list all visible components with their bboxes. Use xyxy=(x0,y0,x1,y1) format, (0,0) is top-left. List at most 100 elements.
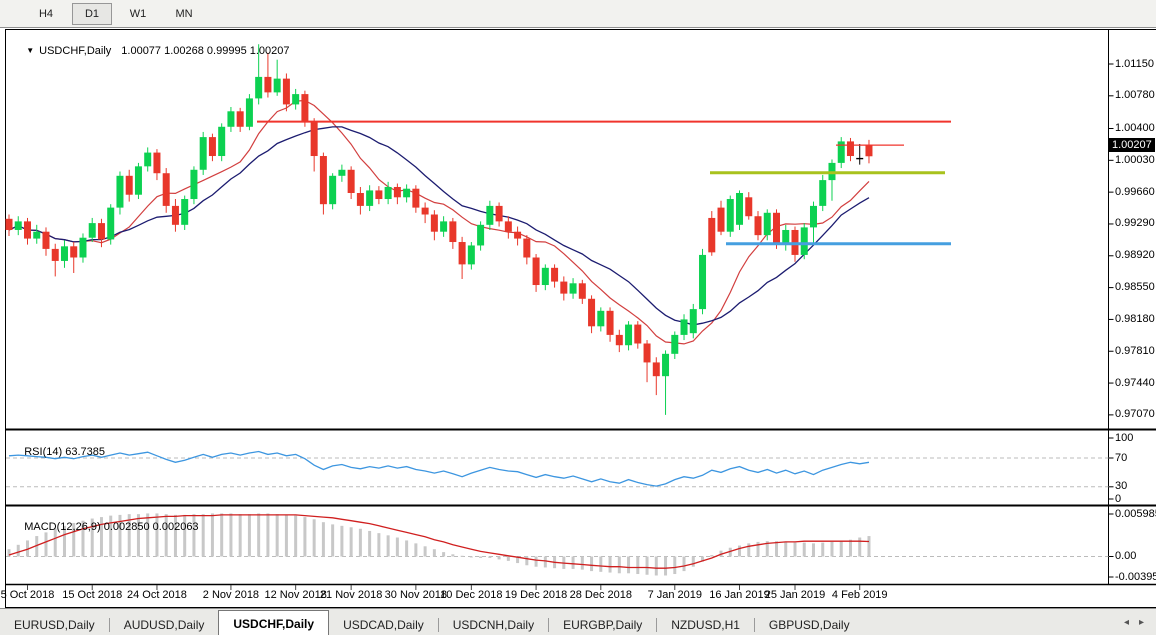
macd-hist-bar xyxy=(72,522,76,557)
candle-body xyxy=(33,231,41,239)
candle-body xyxy=(634,324,642,344)
macd-hist-bar xyxy=(349,527,353,557)
candle-body xyxy=(699,254,707,310)
timeframe-button-w1[interactable]: W1 xyxy=(129,7,147,20)
macd-hist-bar xyxy=(368,530,372,557)
candle-body xyxy=(227,111,235,127)
candle-body xyxy=(717,207,725,232)
candle-body xyxy=(218,126,226,157)
macd-hist-bar xyxy=(673,556,677,575)
chart-symbol-label: USDCHF,Daily xyxy=(39,45,112,57)
macd-hist-bar xyxy=(62,525,66,557)
macd-hist-bar xyxy=(321,522,325,557)
tab-separator xyxy=(548,618,550,632)
rsi-axis-label: 70 xyxy=(1115,451,1128,464)
date-axis-label: 16 Jan 2019 xyxy=(709,589,770,601)
candle-body xyxy=(181,199,189,225)
macd-hist-bar xyxy=(654,556,658,576)
macd-hist-bar xyxy=(109,515,113,557)
macd-hist-bar xyxy=(210,513,214,557)
rsi-axis-label: 100 xyxy=(1115,431,1134,444)
candle-body xyxy=(273,78,281,93)
candle-body xyxy=(736,193,744,225)
tab-scroll-nav: ◂ ▸ xyxy=(1124,609,1156,635)
candle-body xyxy=(282,78,290,105)
ma-fast-line xyxy=(8,99,870,345)
macd-hist-bar xyxy=(664,556,668,576)
candle-body xyxy=(560,281,568,294)
candle-body xyxy=(14,221,22,230)
chart-tab-audusd[interactable]: AUDUSD,Daily xyxy=(123,618,205,632)
symbol-dropdown-icon[interactable]: ▼ xyxy=(26,46,35,55)
tab-scroll-right-icon[interactable]: ▸ xyxy=(1138,617,1144,628)
chart-tab-usdcnh[interactable]: USDCNH,Daily xyxy=(452,618,535,632)
macd-hist-bar xyxy=(848,539,852,557)
chart-tab-eurgbp[interactable]: EURGBP,Daily xyxy=(563,618,643,632)
macd-hist-bar xyxy=(701,556,705,562)
price-axis-label: 0.98550 xyxy=(1115,281,1155,294)
candle-body xyxy=(504,221,512,232)
macd-hist-bar xyxy=(451,554,455,557)
rsi-name: RSI(14) xyxy=(24,446,63,458)
macd-hist-bar xyxy=(488,556,492,558)
candle-body xyxy=(319,156,327,205)
date-axis-label: 5 Oct 2018 xyxy=(0,589,55,601)
candle-body xyxy=(430,214,438,232)
macd-hist-bar xyxy=(99,517,103,557)
candle-body xyxy=(449,221,457,243)
date-axis-label: 2 Nov 2018 xyxy=(202,589,260,601)
candle-body xyxy=(403,188,411,198)
candle-body xyxy=(264,76,272,93)
macd-hist-bar xyxy=(516,556,520,564)
macd-hist-bar xyxy=(839,541,843,557)
rsi-axis-label: 30 xyxy=(1115,480,1128,493)
rsi-line xyxy=(8,450,870,487)
tab-scroll-left-icon[interactable]: ◂ xyxy=(1123,617,1129,628)
macd-hist-bar xyxy=(405,540,409,557)
candle-body xyxy=(625,324,633,346)
candle-body xyxy=(541,267,549,286)
macd-hist-bar xyxy=(44,532,48,557)
macd-hist-bar xyxy=(303,517,307,557)
timeframe-button-mn[interactable]: MN xyxy=(175,7,193,20)
timeframe-button-h4[interactable]: H4 xyxy=(38,7,54,20)
macd-hist-bar xyxy=(238,514,242,557)
macd-hist-bar xyxy=(423,546,427,557)
chart-tab-usdchf[interactable]: USDCHF,Daily xyxy=(218,610,330,635)
candle-body xyxy=(763,212,771,236)
macd-hist-bar xyxy=(414,543,418,557)
macd-hist-bar xyxy=(525,556,529,566)
macd-hist-bar xyxy=(765,541,769,557)
candle-body xyxy=(846,141,854,157)
chart-tab-nzdusd[interactable]: NZDUSD,H1 xyxy=(671,618,740,632)
chart-tab-usdcad[interactable]: USDCAD,Daily xyxy=(343,618,424,632)
candle-body xyxy=(606,310,614,335)
date-axis-label: 15 Oct 2018 xyxy=(62,589,123,601)
macd-axis-label: -0.003954 xyxy=(1115,570,1156,583)
macd-hist-bar xyxy=(16,544,20,557)
candle-body xyxy=(597,310,605,327)
chart-tab-eurusd[interactable]: EURUSD,Daily xyxy=(14,618,95,632)
macd-hist-bar xyxy=(756,541,760,557)
macd-hist-bar xyxy=(312,519,316,557)
candle-body xyxy=(495,205,503,222)
price-axis-label: 0.97810 xyxy=(1115,344,1155,357)
chart-tab-gbpusd[interactable]: GBPUSD,Daily xyxy=(768,618,850,632)
macd-hist-bar xyxy=(469,556,473,558)
candle-body xyxy=(366,190,374,206)
candle-body xyxy=(569,283,577,294)
macd-hist-bar xyxy=(599,556,603,572)
macd-hist-bar xyxy=(229,513,233,557)
macd-hist-bar xyxy=(220,513,224,557)
candle-body xyxy=(532,257,540,286)
macd-hist-bar xyxy=(728,547,732,557)
chart-window-frame[interactable] xyxy=(5,29,1156,608)
timeframe-button-d1[interactable]: D1 xyxy=(72,2,112,25)
macd-indicator-label: MACD(12,26,9) 0.002850 0.002063 xyxy=(12,509,198,545)
candle-body xyxy=(837,141,845,163)
candle-body xyxy=(486,205,494,225)
price-axis-label: 1.00400 xyxy=(1115,122,1155,134)
candle-body xyxy=(245,98,253,127)
